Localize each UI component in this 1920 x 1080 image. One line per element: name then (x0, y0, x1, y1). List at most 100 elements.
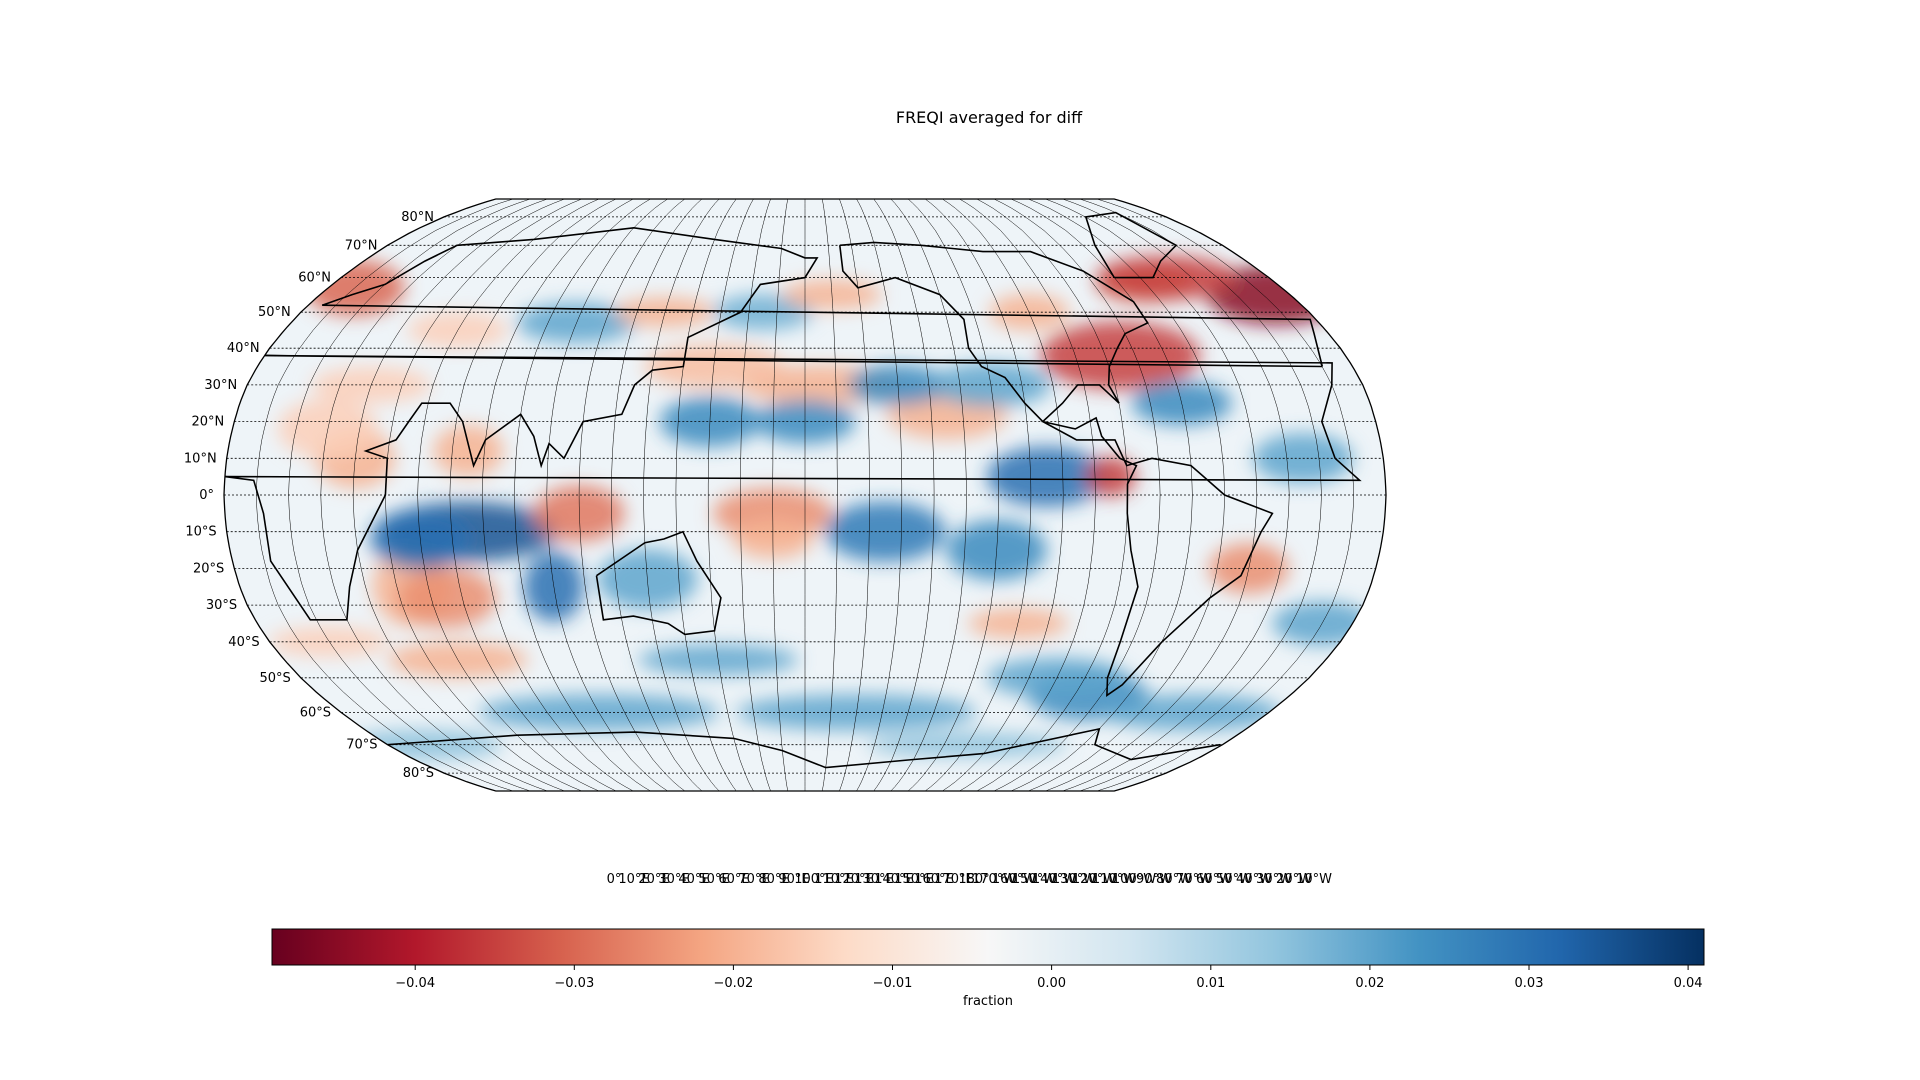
coastline (595, 530, 722, 636)
longitude-label: 110°W (1092, 872, 1136, 887)
longitude-gridline (675, 199, 737, 791)
longitude-gridline (417, 199, 600, 791)
longitude-label: 140°E (874, 872, 914, 887)
longitude-label: 50°W (1216, 872, 1252, 887)
longitude-label: 30°E (658, 872, 689, 887)
colorbar-tick-label: 0.02 (1355, 976, 1384, 991)
map-outline (223, 198, 1387, 792)
longitude-gridline (772, 199, 789, 791)
longitude-label: 60°E (718, 872, 749, 887)
longitude-label: 130°W (1052, 872, 1096, 887)
longitude-label: 10°W (1296, 872, 1332, 887)
anomaly-patch (396, 567, 497, 628)
colorbar-label: fraction (963, 994, 1013, 1009)
latitude-label: 70°S (346, 738, 377, 753)
colorbar-tick-label: −0.01 (873, 976, 913, 991)
longitude-gridline (643, 199, 720, 791)
longitude-label: 70°E (738, 872, 769, 887)
longitude-gridline (839, 199, 870, 791)
longitude-label: 180° (958, 872, 989, 887)
longitude-gridline (993, 199, 1161, 791)
colorbar-tick-label: 0.01 (1196, 976, 1225, 991)
longitude-label: 150°E (894, 872, 934, 887)
colorbar-tick-label: −0.02 (713, 976, 753, 991)
colorbar-tick-label: 0.04 (1674, 976, 1703, 991)
latitude-label: 60°N (298, 271, 331, 286)
longitude-gridline (907, 199, 999, 791)
anomaly-patch (269, 626, 389, 657)
longitude-gridline (1079, 199, 1322, 791)
longitude-label: 110°E (814, 872, 854, 887)
longitude-label: 100°W (1112, 872, 1156, 887)
anomaly-patch (1040, 321, 1201, 390)
latitude-label: 10°S (185, 525, 216, 540)
latitude-label: 60°S (300, 705, 331, 720)
longitude-gridline (856, 199, 903, 791)
longitude-label: 120°E (834, 872, 874, 887)
longitude-gridline (740, 199, 771, 791)
longitude-gridline (1045, 199, 1258, 791)
colorbar (271, 928, 1705, 966)
longitude-gridline (925, 199, 1032, 791)
longitude-gridline (959, 199, 1096, 791)
anomaly-patch (986, 446, 1107, 507)
longitude-label: 120°W (1072, 872, 1116, 887)
longitude-gridline (821, 199, 838, 791)
colorbar-ticks: −0.04 −0.03 −0.02 −0.01 0.00 0.01 0.02 0.03 0.04 (395, 965, 1703, 991)
latitude-label: 20°N (192, 415, 225, 430)
longitude-gridline (942, 199, 1064, 791)
longitude-label: 80°E (758, 872, 789, 887)
longitude-label: 90°W (1136, 872, 1172, 887)
longitude-label: 160°W (992, 872, 1036, 887)
colorbar-tick-label: 0.03 (1515, 976, 1544, 991)
longitude-label: 50°E (698, 872, 729, 887)
longitude-label: 100°E (794, 872, 834, 887)
colorbar-tick-label: 0.00 (1037, 976, 1066, 991)
longitude-gridline (352, 199, 565, 791)
latitude-label: 50°S (260, 671, 291, 686)
longitude-label: 150°W (1012, 872, 1056, 887)
longitude-label: 80°W (1156, 872, 1192, 887)
longitude-gridline (481, 199, 634, 791)
coastline (1084, 211, 1178, 279)
longitude-label: 40°E (678, 872, 709, 887)
anomaly-patch (433, 425, 504, 477)
latitude-label: 30°N (204, 378, 237, 393)
map-title: FREQI averaged for diff (896, 108, 1083, 127)
anomaly-patch (1086, 456, 1137, 497)
longitude-gridline (578, 199, 685, 791)
colorbar-tick-label: −0.04 (395, 976, 435, 991)
longitude-gridline (707, 199, 754, 791)
coastlines (224, 211, 1362, 769)
longitude-label: 140°W (1032, 872, 1076, 887)
longitude-label: 10°E (618, 872, 649, 887)
longitude-gridline (1062, 199, 1290, 791)
longitude-label: 30°W (1256, 872, 1292, 887)
anomaly-patch (825, 501, 946, 562)
latitude-label: 50°N (258, 305, 291, 320)
latitude-label: 80°S (403, 766, 434, 781)
latitude-label: 40°N (227, 341, 260, 356)
coastline (387, 727, 1221, 769)
longitude-gridline (514, 199, 651, 791)
longitude-label: 20°E (638, 872, 669, 887)
longitude-label: 90°E (778, 872, 809, 887)
latitude-label: 0° (199, 488, 214, 503)
anomaly-patch (1272, 601, 1373, 646)
latitude-labels: 80°N 70°N 60°N 50°N 40°N 30°N 20°N 10°N 0° 10°S 20… (184, 210, 434, 781)
latitude-label: 80°N (401, 210, 434, 225)
longitude-label: 160°E (914, 872, 954, 887)
longitude-gridline (256, 199, 514, 791)
coastline (839, 241, 1274, 697)
longitude-gridline (320, 199, 548, 791)
longitude-gridline (890, 199, 967, 791)
longitude-gridline (288, 199, 531, 791)
longitude-label: 170°W (972, 872, 1016, 887)
latitude-label: 70°N (345, 238, 378, 253)
longitude-label: 170°E (934, 872, 974, 887)
longitude-label: 70°W (1176, 872, 1212, 887)
latitude-label: 40°S (228, 635, 259, 650)
longitude-label: 0° (607, 872, 622, 887)
longitude-gridline (449, 199, 617, 791)
